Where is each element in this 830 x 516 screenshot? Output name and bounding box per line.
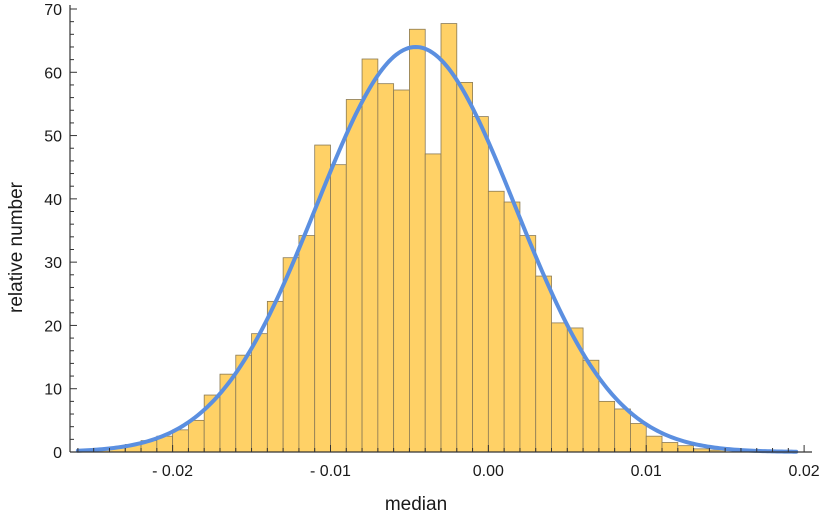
- y-tick-label: 30: [44, 255, 62, 272]
- histogram-bar-20: [409, 28, 426, 453]
- histogram-bar-37: [677, 445, 694, 453]
- histogram-bar-11: [266, 300, 284, 453]
- histogram-bar-27: [519, 235, 537, 453]
- y-axis-title: relative number: [6, 181, 27, 313]
- histogram-bar-12: [282, 257, 300, 453]
- x-axis-title: median: [385, 494, 447, 515]
- histogram-bar-15: [330, 164, 347, 453]
- histogram-bar-32: [598, 400, 616, 453]
- x-tick-label: - 0.01: [310, 463, 351, 480]
- histogram-bar-22: [440, 23, 458, 453]
- y-tick-label: 50: [44, 129, 62, 146]
- axes: [69, 5, 812, 453]
- x-tick-label: 0.00: [473, 463, 504, 480]
- histogram-bar-10: [251, 333, 268, 453]
- histogram-bar-18: [377, 83, 395, 453]
- x-tick-label: - 0.02: [152, 463, 193, 480]
- y-tick-label: 20: [44, 318, 62, 335]
- histogram-bar-36: [661, 442, 679, 453]
- histogram-bar-16: [345, 99, 363, 453]
- histogram-bar-19: [393, 89, 410, 453]
- y-tick-label: 60: [44, 65, 62, 82]
- histogram-bars: [93, 23, 726, 453]
- histogram-bar-17: [361, 58, 379, 453]
- histogram-bar-5: [172, 429, 189, 453]
- histogram-bar-33: [614, 408, 631, 453]
- histogram-bar-21: [424, 153, 442, 453]
- y-tick-label: 40: [44, 192, 62, 209]
- y-tick-label: 0: [53, 445, 62, 462]
- histogram-bar-28: [535, 275, 552, 453]
- histogram-bar-26: [503, 201, 521, 453]
- x-tick-label: 0.01: [631, 463, 662, 480]
- histogram-bar-23: [456, 82, 473, 453]
- tick-labels: 0 10 20 30 40 50 60 70 - 0.02 - 0.01 0.00 0.01 0.02: [44, 2, 820, 480]
- y-tick-label: 10: [44, 382, 62, 399]
- x-tick-label: 0.02: [789, 463, 820, 480]
- histogram-bar-35: [645, 435, 663, 453]
- histogram-bar-34: [630, 423, 647, 453]
- histogram-bar-29: [551, 322, 568, 453]
- histogram-bar-6: [187, 419, 205, 453]
- y-tick-label: 70: [44, 2, 62, 19]
- gaussian-fit-curve: [75, 44, 799, 454]
- histogram-bar-13: [298, 235, 316, 453]
- histogram-bar-25: [487, 190, 505, 453]
- histogram-bar-24: [472, 116, 489, 453]
